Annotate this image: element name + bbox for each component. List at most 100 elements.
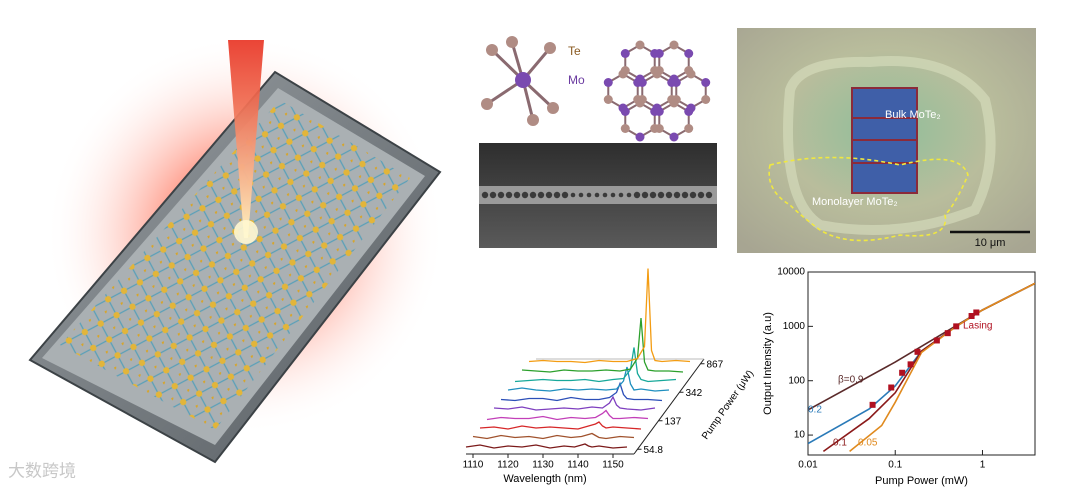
te-atom — [635, 40, 645, 50]
te-atom — [652, 69, 662, 79]
x-tick-label: 1 — [980, 460, 986, 471]
data-point — [973, 309, 980, 316]
mo-atom — [620, 49, 630, 58]
te-atom — [603, 95, 613, 104]
hex-ring — [675, 72, 707, 110]
depth-tick-label: 342 — [686, 388, 703, 399]
y-axis-label: Output Intensity (a.u) — [762, 312, 774, 415]
y-tick-label: 10 — [794, 430, 806, 441]
hex-ring — [658, 43, 690, 81]
hole — [665, 191, 673, 199]
mo-atom — [701, 78, 711, 87]
hole — [610, 192, 616, 198]
te-atom — [669, 40, 679, 50]
spectrum — [479, 421, 642, 430]
hole — [633, 191, 641, 199]
hole — [545, 191, 553, 199]
power-chart: 0.01 0.1 1 10 100 1000 10000 Pump Power (mW) Out… — [762, 267, 1036, 487]
y-tick-label: 10000 — [777, 267, 805, 278]
te-atom — [654, 124, 664, 133]
hole — [641, 191, 649, 199]
mo-atom — [635, 132, 645, 142]
hole — [649, 191, 657, 199]
hex-ring — [658, 101, 690, 139]
data-point — [933, 337, 940, 344]
lattice — [60, 100, 410, 430]
te-atom — [620, 124, 630, 133]
hole — [618, 192, 624, 198]
x-tick-label: 1120 — [497, 460, 519, 471]
hex-ring — [641, 72, 673, 110]
te-atom — [686, 69, 696, 79]
annotation: Lasing — [963, 321, 992, 332]
hole — [505, 191, 513, 199]
te-atom — [635, 98, 645, 108]
plot-frame — [807, 271, 1036, 456]
laser-beam — [228, 40, 264, 238]
depth-tick-label: 137 — [665, 416, 682, 427]
hex-ring — [607, 72, 639, 110]
data-point — [944, 330, 951, 337]
depth-tick-label: 54.8 — [644, 445, 664, 456]
hex-ring — [624, 43, 656, 81]
data-point — [968, 313, 975, 320]
depth-tick-label: 867 — [707, 359, 724, 370]
depth-axis-label: Pump Power (μW) — [700, 368, 756, 441]
te-atom — [547, 102, 559, 114]
mo-atom — [684, 107, 694, 116]
hole — [673, 191, 681, 199]
hole — [481, 191, 489, 199]
device-illustration: 大数跨境 — [0, 30, 470, 480]
crystal-structure: Te Mo — [481, 36, 711, 142]
spectrum — [465, 443, 628, 449]
x-axis-label: Wavelength (nm) — [503, 473, 586, 485]
y-tick-label: 1000 — [783, 321, 806, 332]
model-curve — [808, 282, 1035, 445]
mo-atom — [654, 107, 664, 116]
hex-ring — [624, 101, 656, 139]
te-atom — [669, 98, 679, 108]
flake-edge — [783, 56, 996, 235]
x-tick-label: 1130 — [532, 460, 554, 471]
hole — [705, 191, 713, 199]
te-atom — [481, 98, 493, 110]
hole — [489, 191, 497, 199]
model-curve — [808, 282, 1035, 411]
monolayer-outline — [768, 156, 969, 242]
hole — [570, 192, 576, 198]
mo-atom — [620, 107, 630, 116]
hole — [697, 191, 705, 199]
te-atom — [701, 95, 711, 104]
mo-atom — [515, 72, 531, 88]
depth-axis — [633, 358, 705, 455]
model-curve — [822, 282, 1035, 453]
data-point — [869, 401, 876, 408]
x-tick-label: 1140 — [567, 460, 589, 471]
spectra-chart: 1110 1120 1130 1140 1150 Wavelength (nm) 54.8 1… — [463, 268, 756, 485]
data-point — [953, 323, 960, 330]
hole — [513, 191, 521, 199]
mo-atom — [669, 132, 679, 142]
hole — [553, 191, 561, 199]
x-tick-label: 1150 — [602, 460, 624, 471]
hole — [626, 192, 632, 198]
hole — [681, 191, 689, 199]
x-tick-label: 0.01 — [798, 460, 818, 471]
hole — [657, 191, 665, 199]
spectrum — [507, 366, 670, 392]
hole — [586, 192, 592, 198]
mo-atom — [603, 78, 613, 87]
hole — [602, 192, 608, 198]
mo-atom — [671, 78, 681, 87]
bulk-label: Bulk MoTe₂ — [885, 109, 941, 121]
spectrum — [472, 432, 635, 440]
data-point — [907, 361, 914, 368]
x-axis-label: Pump Power (mW) — [875, 475, 968, 487]
hole — [594, 192, 600, 198]
spectrum — [500, 381, 663, 402]
data-point — [899, 369, 906, 376]
curve-label: β=0.9 — [838, 375, 864, 386]
curve-label: 0.1 — [833, 438, 847, 449]
monolayer-label: Monolayer MoTe₂ — [812, 196, 898, 208]
